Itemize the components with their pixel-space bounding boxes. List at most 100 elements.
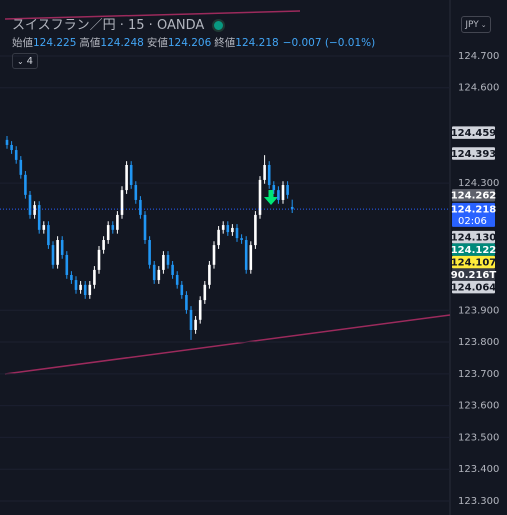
candle-body <box>231 227 234 233</box>
title-text: スイスフラン／円 · 15 · OANDA <box>12 18 205 33</box>
price-label-bg <box>452 255 495 269</box>
ohlc-label: 安値 <box>146 37 168 49</box>
price-label-text: 124.064 <box>451 282 497 293</box>
candle-body <box>157 269 161 281</box>
price-label-bg <box>452 188 495 202</box>
candle-body <box>286 185 289 195</box>
candle-body <box>19 159 23 175</box>
candle-body <box>125 164 128 191</box>
symbol-title[interactable]: スイスフラン／円 · 15 · OANDA <box>12 14 226 33</box>
candle-body <box>212 245 216 265</box>
y-tick-label: 123.400 <box>458 464 499 475</box>
candle-body <box>120 190 124 215</box>
change: −0.007 (−0.01%) <box>282 37 376 49</box>
price-label-text: 124.130 <box>451 232 497 243</box>
candle-body <box>116 214 119 230</box>
price-label-bg <box>452 280 495 294</box>
ohlc-label: 始値 <box>12 37 33 49</box>
candle-body <box>47 225 50 246</box>
ohlc-label: 高値 <box>79 37 101 49</box>
y-tick-label: 123.900 <box>458 305 499 316</box>
y-tick-label: 123.800 <box>458 337 499 348</box>
price-label: 124.262 <box>451 188 497 202</box>
candle-body <box>51 245 55 265</box>
trend-line[interactable] <box>4 314 451 375</box>
candle-body <box>56 240 59 265</box>
countdown: 02:06 <box>458 216 487 227</box>
price-label-bg <box>452 126 495 139</box>
ohlc-value: 124.206 <box>167 37 212 49</box>
candle-body <box>139 199 142 215</box>
candle-body <box>10 144 13 151</box>
candle-body <box>258 179 262 215</box>
candle-body <box>93 269 96 285</box>
y-tick-label: 123.300 <box>458 496 499 507</box>
candle-body <box>24 174 27 195</box>
candle-body <box>281 185 285 200</box>
candle-body <box>111 225 115 230</box>
candle-body <box>194 319 197 330</box>
price-label-text: 124.262 <box>451 190 497 201</box>
market-status <box>212 19 226 32</box>
y-tick-label: 123.700 <box>458 369 499 380</box>
currency-button[interactable]: JPY ⌄ <box>461 16 491 33</box>
candle-body <box>226 225 230 233</box>
candle-body <box>134 185 138 200</box>
candle-body <box>65 254 69 275</box>
candle-body <box>97 249 101 270</box>
candle-body <box>171 264 174 275</box>
sell-arrow[interactable] <box>264 190 278 205</box>
ohlc-value: 124.248 <box>100 37 144 49</box>
candle-body <box>180 284 184 296</box>
y-tick-label: 123.500 <box>458 432 499 443</box>
candle-body <box>14 150 18 160</box>
price-label: 124.122 <box>451 243 497 256</box>
candle-body <box>102 240 105 250</box>
ohlc-value: 124.218 <box>235 37 279 49</box>
candle-body <box>217 229 220 246</box>
candle-body <box>175 274 179 285</box>
ohlc-value: 124.225 <box>33 37 77 49</box>
ohlc-label: 終値 <box>214 37 236 49</box>
price-label-text: 124.393 <box>451 149 497 160</box>
candle-body <box>83 284 87 296</box>
price-label-text: 124.459 <box>451 128 497 139</box>
price-label-bg <box>452 230 495 244</box>
y-tick-label: 123.600 <box>458 401 499 412</box>
y-tick-label: 124.300 <box>458 178 499 189</box>
candle-body <box>235 227 239 239</box>
candle-body <box>70 274 73 281</box>
price-label-bg <box>452 147 495 160</box>
candle-body <box>189 309 193 330</box>
price-label: 124.393 <box>451 147 497 160</box>
candle-body <box>166 254 170 265</box>
candle-body <box>267 164 271 186</box>
trend-line[interactable] <box>4 10 301 20</box>
candle-body <box>88 284 92 296</box>
candle-body <box>185 295 188 310</box>
candle-body <box>152 264 156 281</box>
price-label-bg <box>452 243 495 256</box>
price-label: 124.130 <box>451 230 497 244</box>
candle-body <box>254 214 257 246</box>
price-label-text: 90.216T <box>451 270 497 281</box>
currency: JPY <box>465 19 479 30</box>
price-label-text: 124.122 <box>451 245 497 256</box>
price-label: 90.216T <box>451 268 497 281</box>
candle-body <box>129 164 133 186</box>
candle-body <box>79 284 82 290</box>
candle-body <box>290 206 294 210</box>
candle-body <box>263 164 266 180</box>
price-label: 124.064 <box>451 280 497 294</box>
candle-body <box>148 240 151 265</box>
indicators-toggle[interactable]: ⌄ 4 <box>12 53 38 69</box>
candle-body <box>42 225 46 230</box>
candle-body <box>240 238 243 241</box>
candle-body <box>208 264 211 285</box>
candle-body <box>143 214 147 241</box>
price-label: 124.459 <box>451 126 497 139</box>
candle-body <box>198 300 202 320</box>
